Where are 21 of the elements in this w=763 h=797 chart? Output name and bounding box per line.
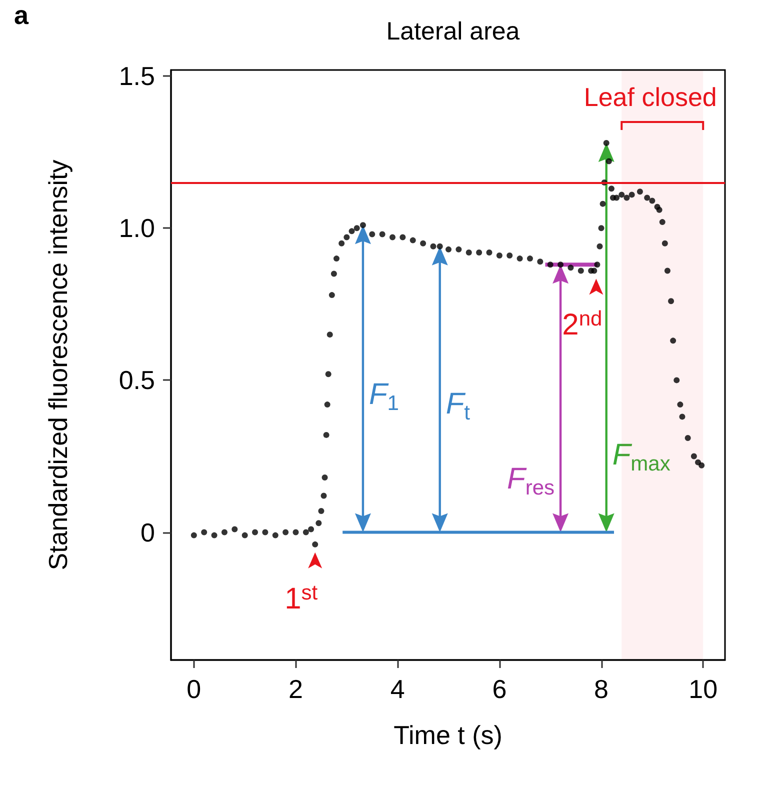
annotation: 1$^{st}$: [284, 580, 318, 616]
annotation: F$_{res}$: [507, 462, 555, 500]
annotation: F$_{t}$: [446, 388, 470, 425]
annotation: 2$^{nd}$: [562, 307, 602, 342]
x-tick-label: 8: [594, 674, 608, 704]
x-tick-label: 10: [688, 674, 718, 704]
annotation: F$_{max}$: [612, 438, 671, 476]
y-tick-label: 0: [140, 517, 155, 548]
band-label: Leaf closed: [584, 82, 717, 112]
y-tick-label: 1.5: [118, 61, 155, 92]
chart-title: Lateral area: [386, 18, 520, 46]
x-tick-label: 0: [186, 674, 202, 704]
y-axis-title: Standardized fluorescence intensity: [43, 160, 73, 570]
annotation: F$_{1}$: [368, 378, 399, 416]
y-tick-label: 0.5: [118, 365, 155, 396]
text: a: [14, 0, 29, 30]
x-tick-label: 2: [288, 674, 303, 704]
y-tick-label: 1.0: [118, 213, 155, 244]
x-tick-label: 4: [390, 674, 405, 704]
x-axis-title: Time t (s): [394, 720, 502, 750]
x-tick-label: 6: [492, 674, 507, 704]
